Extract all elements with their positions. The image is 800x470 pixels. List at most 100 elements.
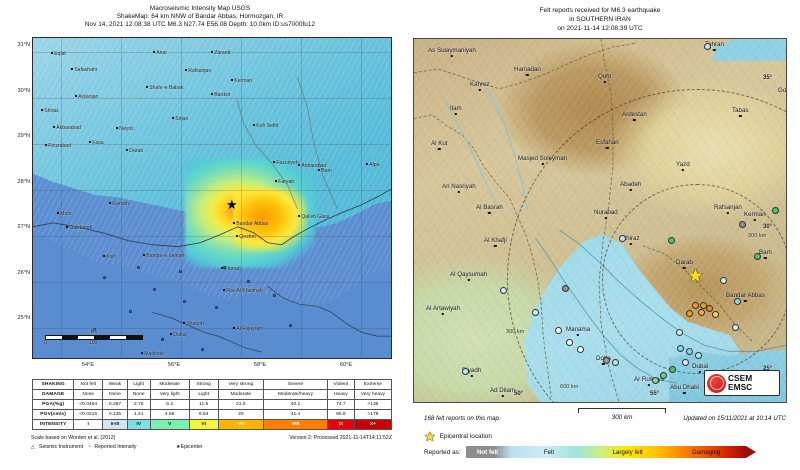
city-dot-icon bbox=[683, 391, 686, 394]
shakemap-city-label: Safashahr bbox=[71, 67, 97, 73]
shakemap-graticule bbox=[33, 38, 391, 358]
felt-report-marker[interactable] bbox=[739, 221, 746, 228]
felt-report-marker[interactable] bbox=[555, 327, 562, 334]
felt-report-marker[interactable] bbox=[682, 359, 689, 366]
city-dot-icon bbox=[629, 188, 632, 191]
felt-report-marker[interactable] bbox=[669, 366, 676, 373]
station-marker bbox=[179, 270, 182, 273]
emsc-city-label: Ad Dilam bbox=[490, 387, 515, 397]
felt-report-marker[interactable] bbox=[712, 311, 719, 318]
shakemap-city-label: Neyriz bbox=[116, 126, 133, 132]
city-dot-icon bbox=[629, 242, 632, 245]
shakemap-city-label: Sirjan bbox=[172, 116, 188, 122]
felt-report-marker[interactable] bbox=[562, 285, 569, 292]
emsc-city-label: Ardestan bbox=[622, 111, 647, 121]
felt-report-marker[interactable] bbox=[500, 287, 507, 294]
felt-report-marker[interactable] bbox=[676, 329, 683, 336]
station-marker bbox=[93, 328, 96, 331]
emsc-map-image[interactable]: As Sulaymaniyah Tehran Hamadan Qom Kahrez Ila… bbox=[413, 38, 787, 403]
gradient-label-felt: Felt bbox=[543, 448, 555, 456]
city-dot-icon bbox=[541, 162, 544, 165]
felt-report-marker[interactable] bbox=[754, 253, 761, 260]
shakemap-image[interactable]: Eqlid Safashahr Anar Rafsanjan Zarand Kerman S… bbox=[32, 37, 392, 359]
city-dot-icon bbox=[603, 80, 606, 83]
shakemap-city-label: Alpa bbox=[366, 162, 379, 168]
emsc-felt-reports-panel: Felt reports received for M6.3 earthquak… bbox=[400, 0, 800, 470]
emsc-city-label: Tehran bbox=[705, 41, 724, 51]
felt-report-marker[interactable] bbox=[734, 298, 741, 305]
lat-tick-0: 31°N bbox=[17, 42, 31, 48]
legend-cell: Heavy bbox=[326, 389, 355, 400]
felt-report-marker[interactable] bbox=[619, 235, 626, 242]
emsc-scale-bracket bbox=[578, 408, 666, 413]
emsc-logo-text: CSEM EMSC bbox=[728, 373, 753, 393]
felt-report-marker[interactable] bbox=[566, 339, 573, 346]
felt-report-marker[interactable] bbox=[706, 305, 713, 312]
legend-cell: 4.65 bbox=[149, 409, 190, 420]
distance-ring-label: 600 km bbox=[560, 384, 579, 390]
gradient-strip: Not felt Felt Largely felt Damaging bbox=[465, 446, 746, 458]
shakemap-city-label: Fasa bbox=[89, 140, 103, 146]
shakemap-scale-bar: km 0 100 bbox=[44, 329, 143, 348]
felt-report-marker[interactable] bbox=[720, 277, 727, 284]
felt-report-marker[interactable] bbox=[462, 368, 469, 375]
emsc-city-label: Al Basrah bbox=[476, 204, 503, 214]
legend-row-label: DAMAGE bbox=[31, 389, 75, 400]
felt-report-marker[interactable] bbox=[652, 377, 659, 384]
legend-cell: 85.8 bbox=[326, 409, 355, 420]
city-dot-icon bbox=[602, 362, 605, 365]
felt-report-marker[interactable] bbox=[677, 345, 684, 352]
emsc-city-label: Esfahan bbox=[596, 139, 619, 149]
legend-cell: 41.4 bbox=[263, 409, 328, 420]
emsc-city-label: Ar Ruways bbox=[634, 376, 664, 386]
emsc-logo-line-2: EMSC bbox=[728, 382, 753, 392]
felt-report-marker[interactable] bbox=[698, 309, 705, 316]
emsc-scale-label: 300 km bbox=[611, 413, 633, 421]
felt-report-marker[interactable] bbox=[692, 302, 699, 309]
city-dot-icon bbox=[764, 256, 767, 259]
felt-report-count: 168 felt reports on this map bbox=[424, 415, 499, 422]
emsc-city-label: Bam bbox=[759, 249, 772, 259]
legend-cell: None bbox=[73, 389, 104, 400]
felt-report-marker[interactable] bbox=[704, 43, 711, 50]
shakemap-city-label: Eqlid bbox=[51, 51, 65, 57]
city-dot-icon bbox=[478, 88, 481, 91]
shakemap-city-label: Ras Al Khaimah bbox=[223, 288, 262, 294]
reported-as-label: Reported as: bbox=[424, 448, 461, 456]
shakemap-city-label: Kish bbox=[103, 254, 116, 260]
emsc-caspian-sea bbox=[714, 39, 786, 61]
scale-tick-1: 100 bbox=[89, 340, 98, 346]
legend-cell: IX bbox=[326, 419, 355, 430]
lon-tick-0: 54°E bbox=[81, 362, 95, 368]
legend-cell: I bbox=[73, 419, 104, 430]
reported-intensity-label: Reported Intensity bbox=[94, 444, 137, 450]
felt-report-marker[interactable] bbox=[732, 324, 739, 331]
felt-report-marker[interactable] bbox=[603, 357, 610, 364]
emsc-city-label: An Nasriyah bbox=[442, 183, 476, 193]
emsc-title-block: Felt reports received for M6.3 earthquak… bbox=[400, 6, 800, 33]
felt-report-marker[interactable] bbox=[612, 359, 619, 366]
shakemap-city-label: Zarand bbox=[211, 50, 230, 56]
felt-report-marker[interactable] bbox=[772, 207, 779, 214]
gradient-label-not-felt: Not felt bbox=[476, 448, 499, 456]
legend-cell: Moderate bbox=[217, 389, 265, 400]
felt-report-marker[interactable] bbox=[686, 310, 693, 317]
felt-report-marker[interactable] bbox=[660, 372, 667, 379]
legend-cell: 40.1 bbox=[263, 399, 328, 410]
felt-report-marker[interactable] bbox=[668, 237, 675, 244]
city-dot-icon bbox=[488, 211, 491, 214]
city-dot-icon bbox=[713, 48, 716, 51]
version-text: Version 2: Processed 2021-11-14T14:11:52… bbox=[289, 435, 392, 441]
emsc-grid-label: 30° bbox=[763, 224, 773, 230]
city-dot-icon bbox=[457, 190, 461, 193]
felt-report-marker[interactable] bbox=[695, 352, 702, 359]
felt-report-marker[interactable] bbox=[686, 348, 693, 355]
felt-report-marker[interactable] bbox=[532, 309, 539, 316]
legend-cell: IV bbox=[126, 419, 151, 430]
legend-cell: Violent bbox=[326, 379, 355, 390]
lat-tick-2: 29°N bbox=[17, 133, 31, 139]
lat-tick-3: 28°N bbox=[17, 178, 31, 185]
felt-report-marker[interactable] bbox=[577, 346, 584, 353]
city-dot-icon bbox=[744, 299, 747, 302]
city-dot-icon bbox=[450, 54, 454, 57]
